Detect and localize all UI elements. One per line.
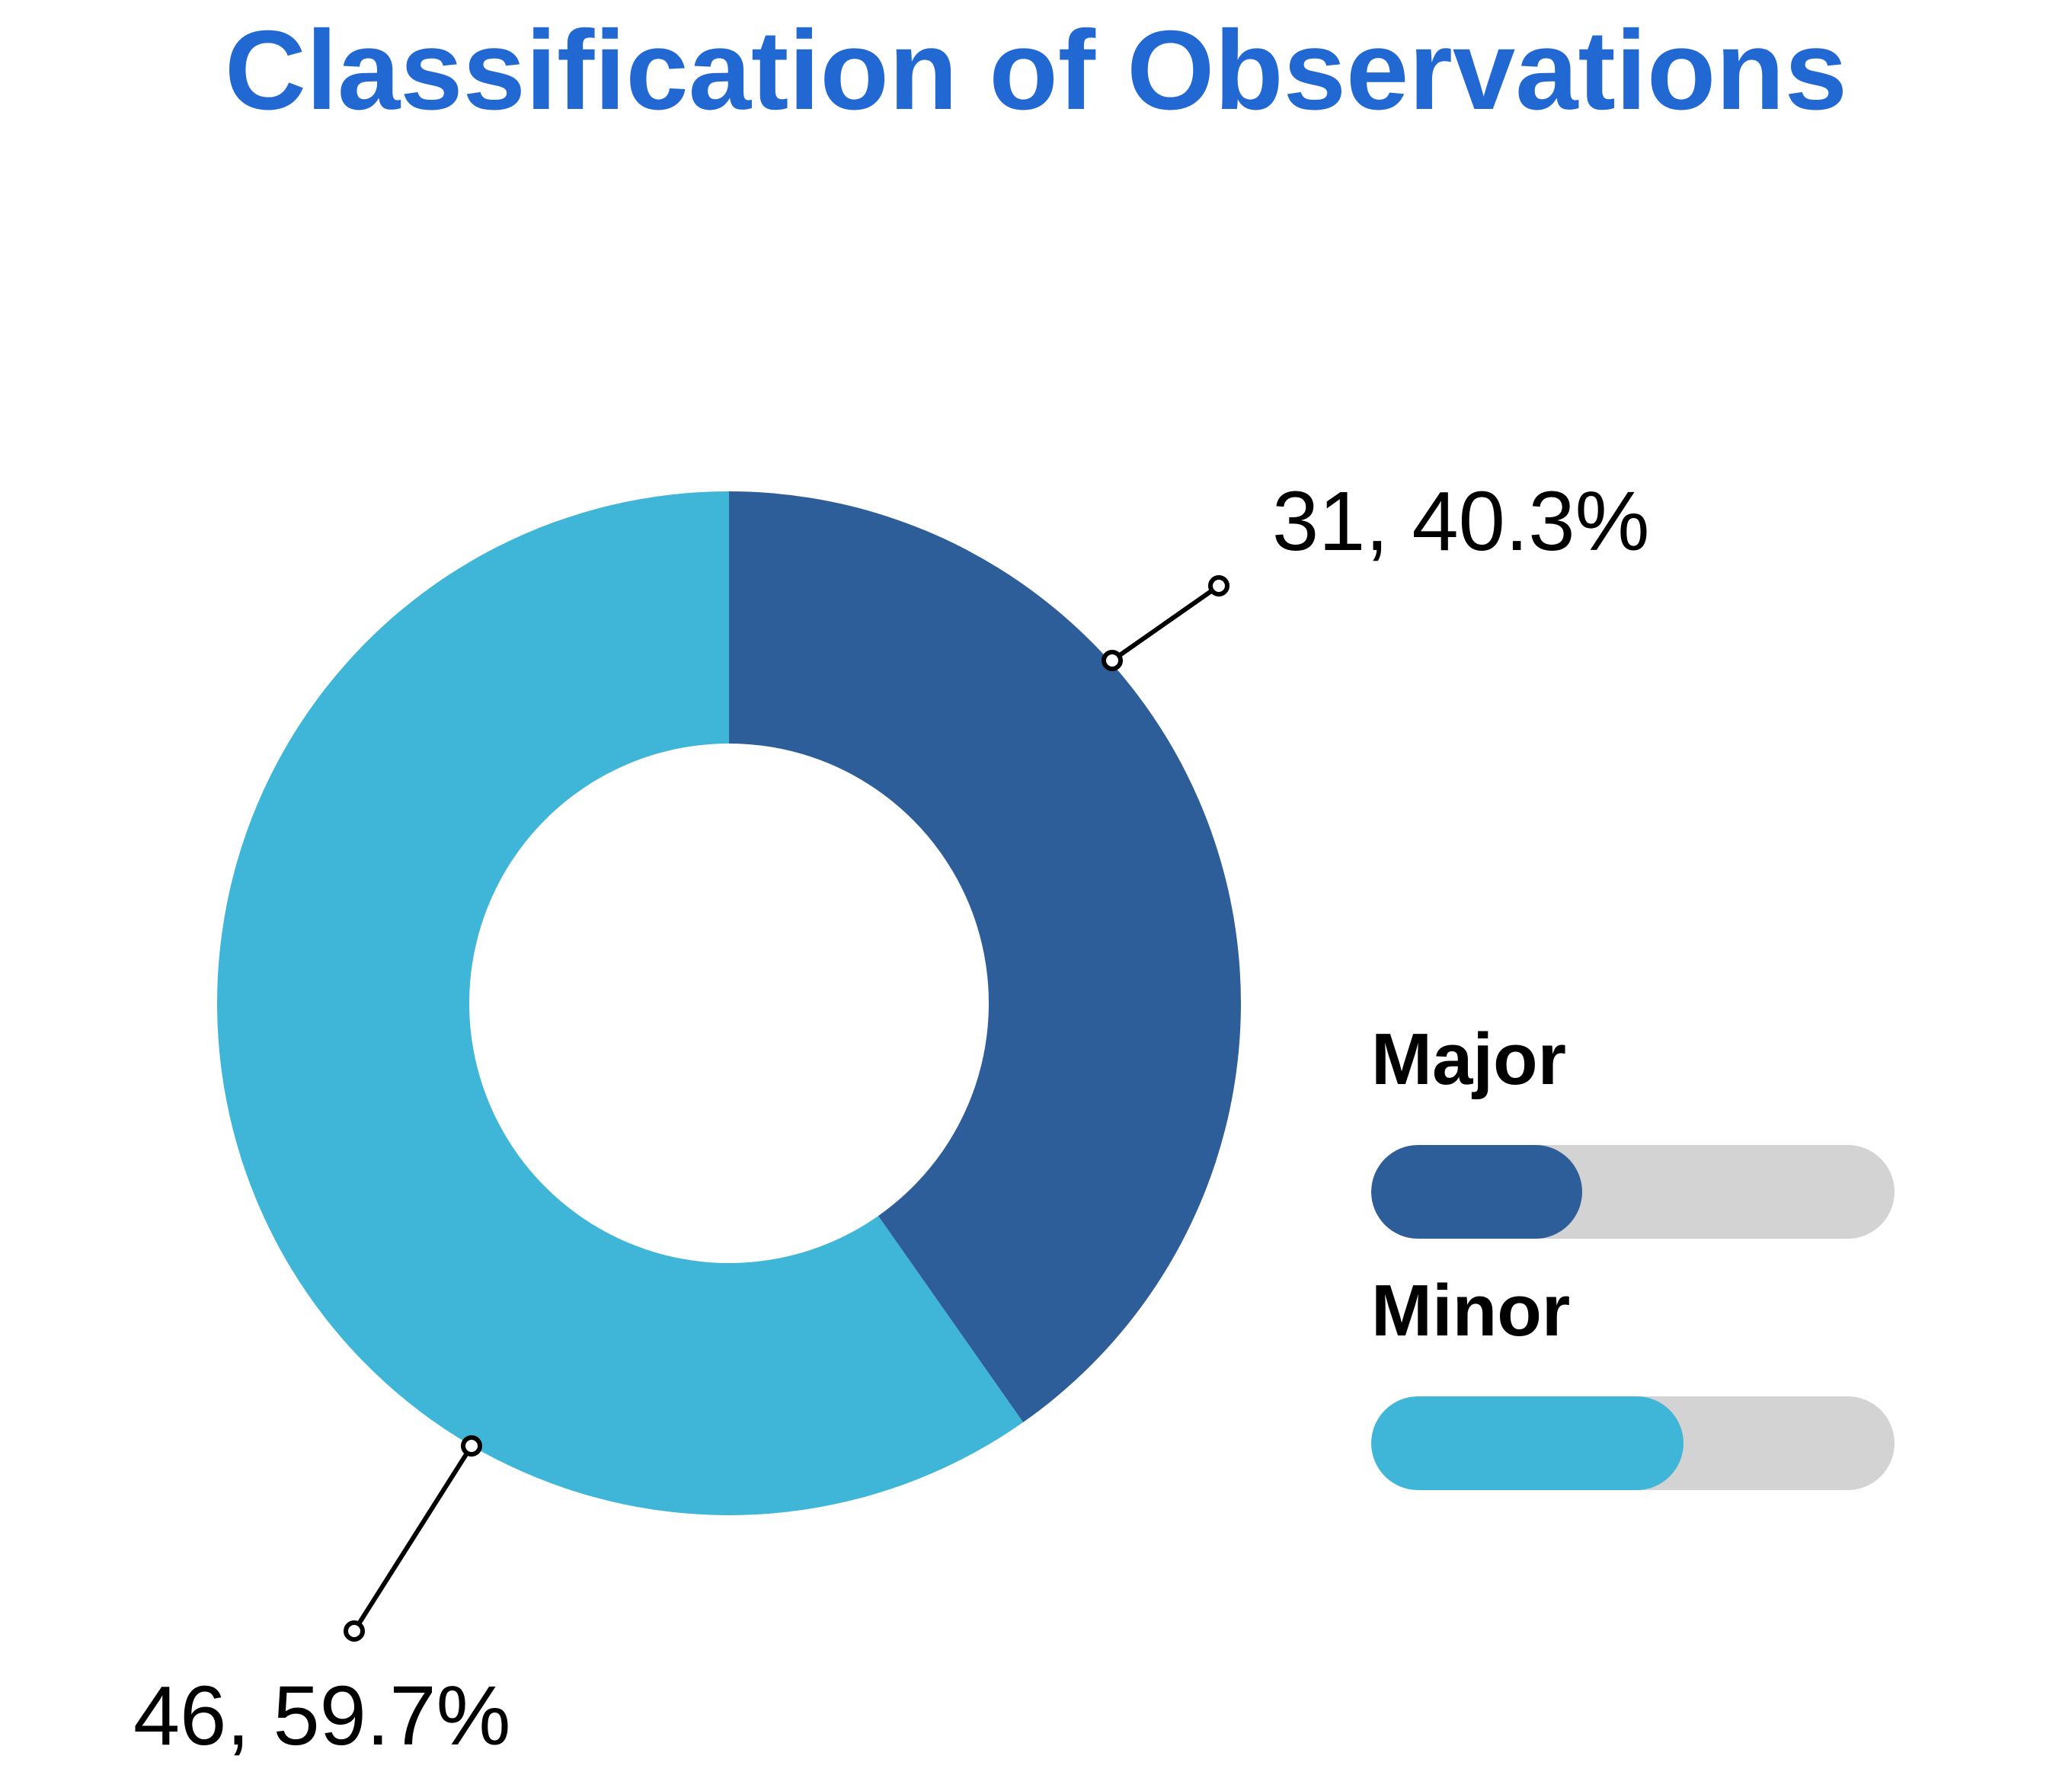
legend-track-major	[1371, 1145, 1895, 1239]
data-label-major: 31, 40.3%	[1272, 475, 1650, 568]
leader-dot-icon	[344, 1620, 365, 1642]
leader-line-major	[1102, 575, 1229, 671]
legend-label-minor: Minor	[1371, 1270, 1571, 1351]
donut-slices	[217, 491, 1242, 1515]
donut-slice-minor	[217, 491, 1024, 1515]
leader-dot-icon	[1208, 575, 1229, 596]
data-label-minor: 46, 59.7%	[133, 1669, 511, 1763]
leader-line-minor	[344, 1435, 482, 1642]
leader-line-minor-segment	[352, 1444, 474, 1633]
legend-track-minor	[1371, 1396, 1895, 1490]
leader-line-major-segment	[1111, 584, 1220, 663]
chart-title: Classification of Observations	[224, 8, 1848, 133]
donut-slice-major	[729, 491, 1242, 1423]
leader-dot-icon	[461, 1435, 482, 1457]
leader-dot-icon	[1102, 650, 1123, 671]
legend-fill-major	[1371, 1145, 1582, 1239]
legend-fill-minor	[1371, 1396, 1684, 1490]
legend-label-major: Major	[1371, 1019, 1567, 1100]
